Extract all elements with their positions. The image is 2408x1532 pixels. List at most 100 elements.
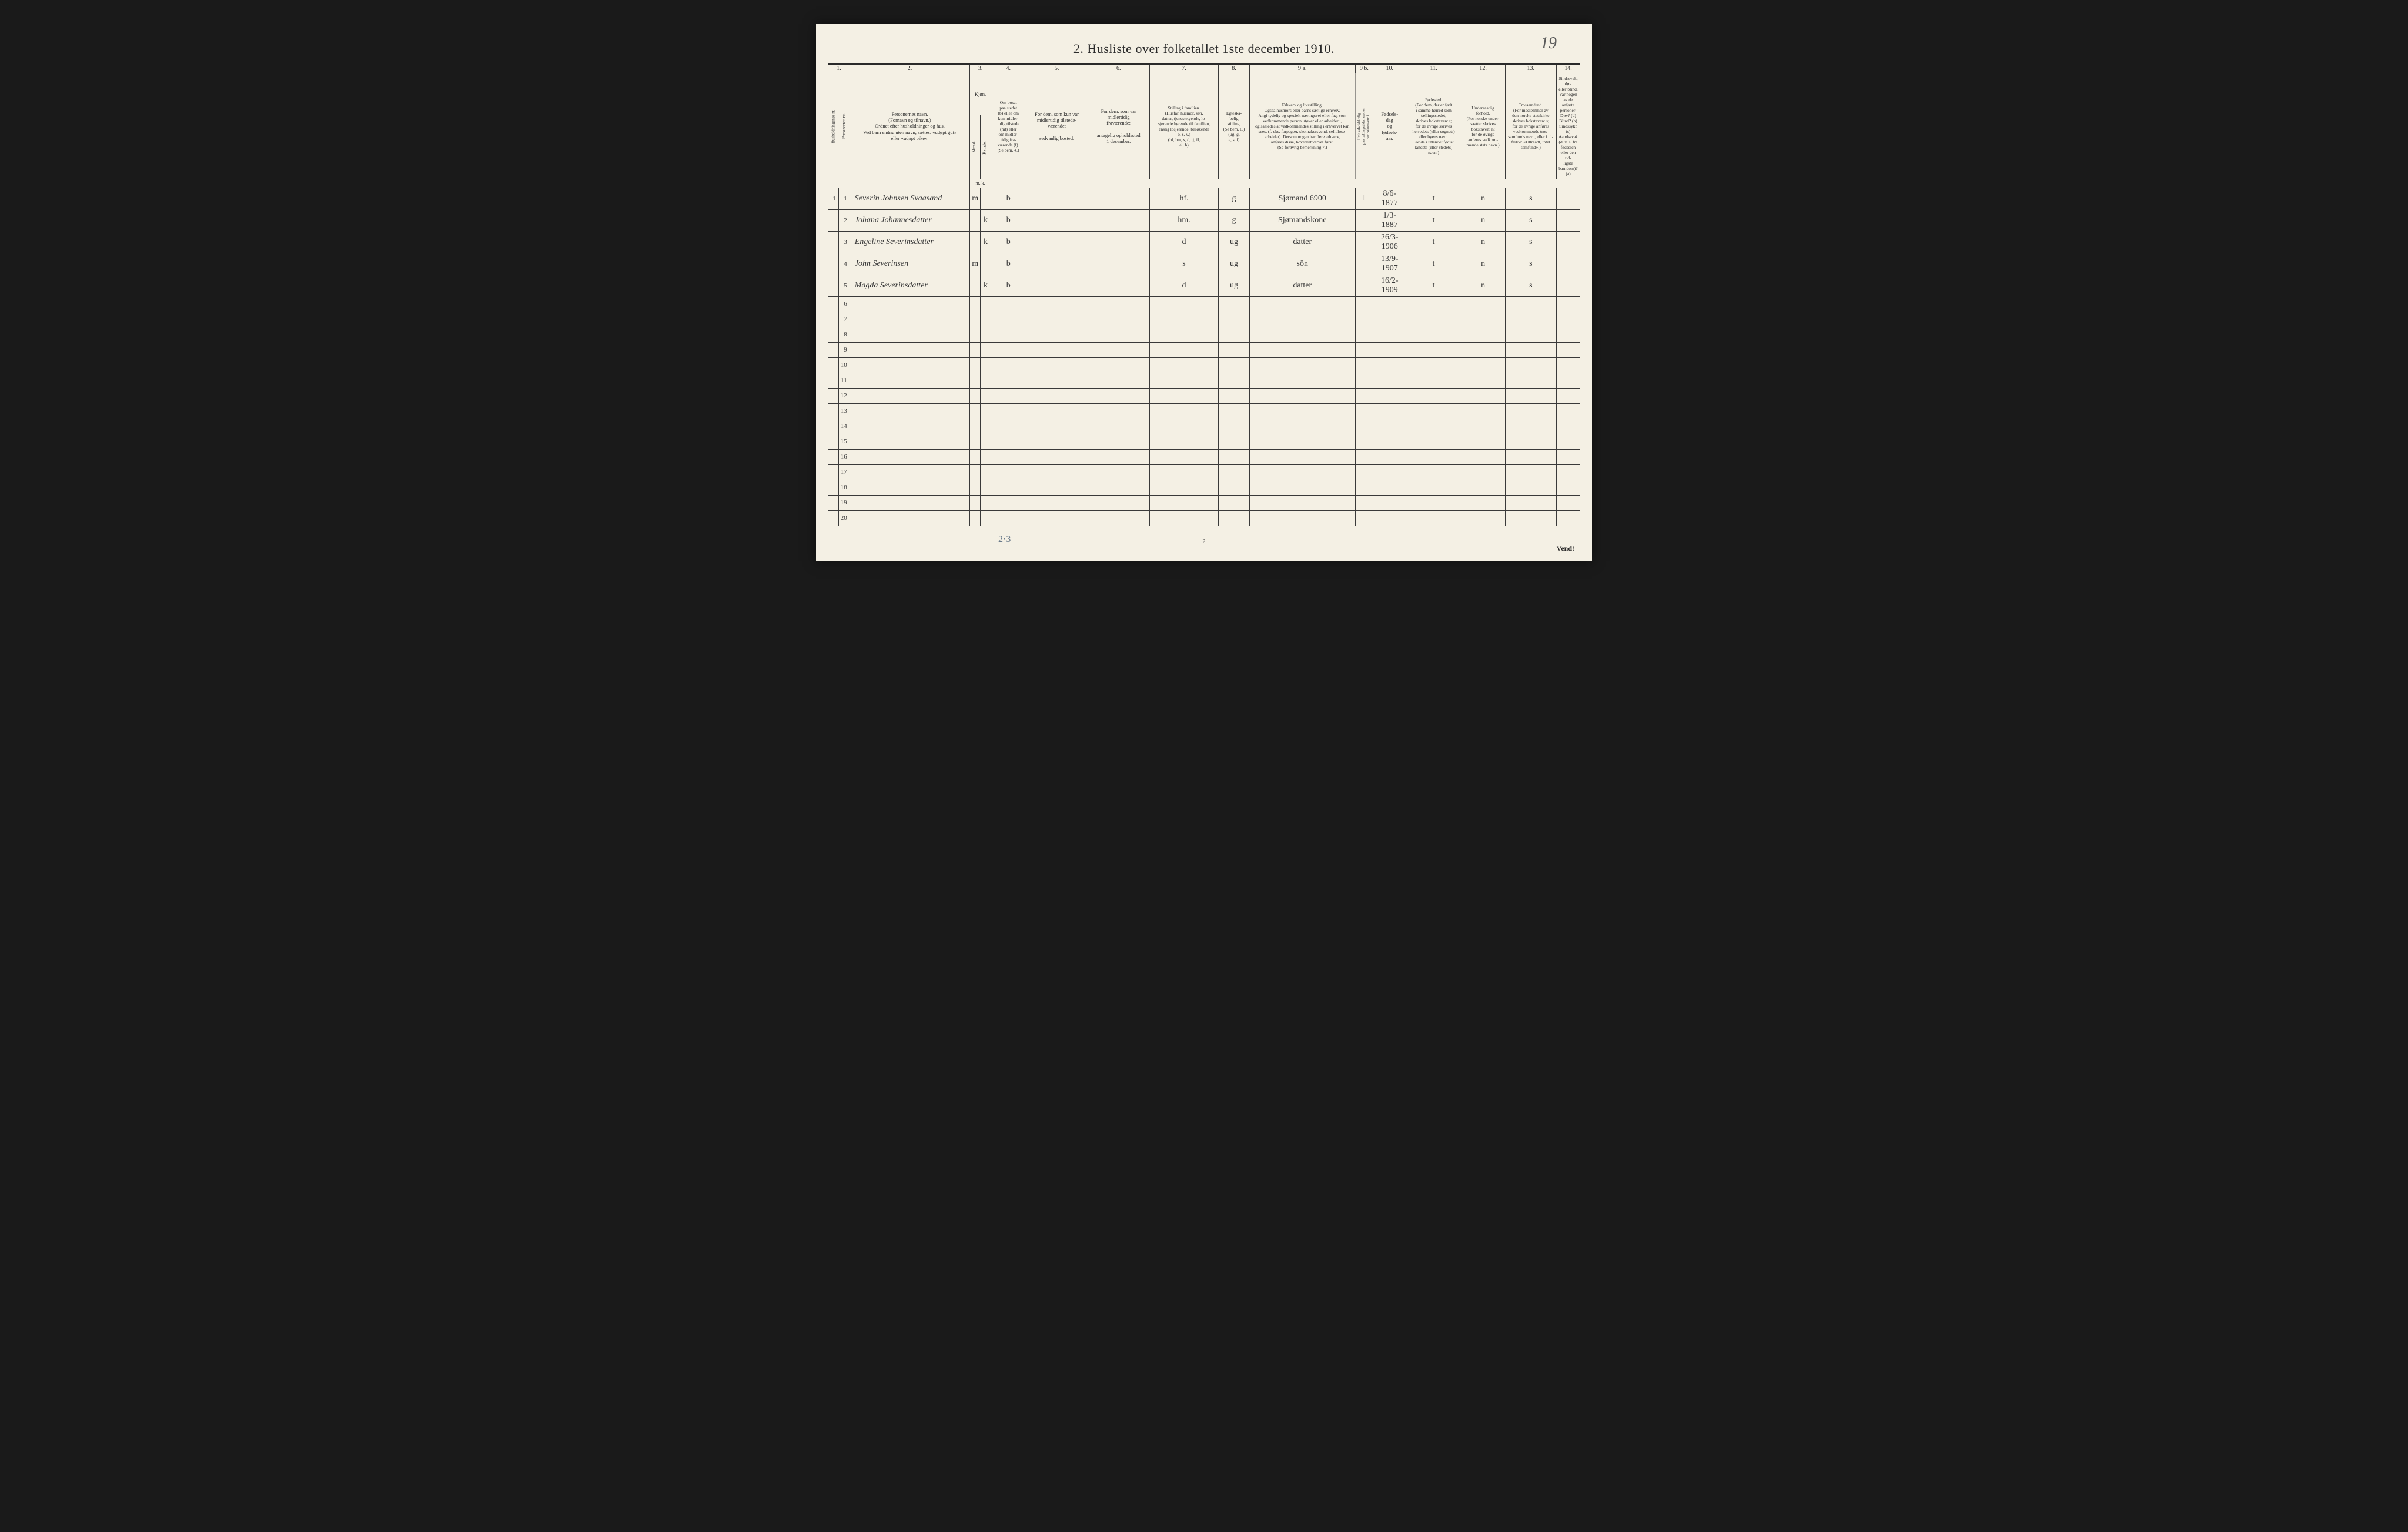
cell-c14 xyxy=(1556,480,1580,495)
cell-name: Johana Johannesdatter xyxy=(850,209,970,231)
cell-c7 xyxy=(1149,373,1218,388)
cell-c11 xyxy=(1406,403,1461,419)
cell-c12 xyxy=(1461,510,1505,526)
cell-c8 xyxy=(1219,327,1250,342)
cell-k xyxy=(981,449,991,464)
hdr-midl-fravaer: For dem, som var midlertidig fraværende:… xyxy=(1088,73,1149,179)
cell-pn: 7 xyxy=(838,312,850,327)
cell-c8 xyxy=(1219,388,1250,403)
colnum-2: 2. xyxy=(850,64,970,73)
cell-c6 xyxy=(1088,434,1149,449)
cell-c11: t xyxy=(1406,231,1461,253)
cell-c6 xyxy=(1088,357,1149,373)
cell-c12 xyxy=(1461,388,1505,403)
cell-c6 xyxy=(1088,419,1149,434)
cell-hh xyxy=(828,231,839,253)
cell-c5 xyxy=(1026,419,1088,434)
cell-hh xyxy=(828,253,839,275)
cell-c7: hf. xyxy=(1149,188,1218,209)
cell-c14 xyxy=(1556,434,1580,449)
cell-c9b xyxy=(1355,253,1373,275)
cell-c14 xyxy=(1556,342,1580,357)
cell-c14 xyxy=(1556,403,1580,419)
cell-c9b xyxy=(1355,373,1373,388)
cell-c14 xyxy=(1556,373,1580,388)
cell-pn: 6 xyxy=(838,296,850,312)
cell-c6 xyxy=(1088,275,1149,296)
cell-c9a xyxy=(1249,342,1355,357)
cell-c14 xyxy=(1556,209,1580,231)
cell-c10 xyxy=(1373,373,1406,388)
cell-c14 xyxy=(1556,388,1580,403)
cell-c6 xyxy=(1088,296,1149,312)
cell-c6 xyxy=(1088,231,1149,253)
cell-pn: 12 xyxy=(838,388,850,403)
cell-m xyxy=(970,495,981,510)
cell-b: b xyxy=(991,253,1026,275)
cell-c14 xyxy=(1556,449,1580,464)
cell-pn: 5 xyxy=(838,275,850,296)
cell-c14 xyxy=(1556,327,1580,342)
cell-c9b xyxy=(1355,275,1373,296)
cell-c9a: sön xyxy=(1249,253,1355,275)
cell-c7 xyxy=(1149,357,1218,373)
table-row-empty: 19 xyxy=(828,495,1580,510)
cell-c9b: l xyxy=(1355,188,1373,209)
cell-name xyxy=(850,403,970,419)
cell-pn: 18 xyxy=(838,480,850,495)
cell-m: m xyxy=(970,188,981,209)
cell-c14 xyxy=(1556,510,1580,526)
cell-c9b xyxy=(1355,419,1373,434)
hdr-kjon: Kjøn. xyxy=(970,73,991,115)
cell-k xyxy=(981,327,991,342)
cell-c6 xyxy=(1088,388,1149,403)
cell-c5 xyxy=(1026,342,1088,357)
colnum-1: 1. xyxy=(828,64,850,73)
cell-c11 xyxy=(1406,495,1461,510)
table-row-empty: 17 xyxy=(828,464,1580,480)
cell-k: k xyxy=(981,275,991,296)
cell-c7 xyxy=(1149,464,1218,480)
cell-c9b xyxy=(1355,296,1373,312)
cell-c13 xyxy=(1505,312,1556,327)
cell-c13: s xyxy=(1505,209,1556,231)
hdr-stilling: Stilling i familien. (Husfar, husmor, sø… xyxy=(1149,73,1218,179)
cell-c7 xyxy=(1149,419,1218,434)
cell-c8 xyxy=(1219,312,1250,327)
colnum-5: 5. xyxy=(1026,64,1088,73)
cell-k xyxy=(981,253,991,275)
cell-c12 xyxy=(1461,312,1505,327)
cell-c13: s xyxy=(1505,188,1556,209)
cell-c11: t xyxy=(1406,209,1461,231)
cell-hh xyxy=(828,327,839,342)
colnum-13: 13. xyxy=(1505,64,1556,73)
cell-c5 xyxy=(1026,434,1088,449)
cell-c6 xyxy=(1088,464,1149,480)
cell-b xyxy=(991,419,1026,434)
cell-c9a xyxy=(1249,480,1355,495)
cell-c11 xyxy=(1406,388,1461,403)
cell-hh xyxy=(828,449,839,464)
cell-c9a xyxy=(1249,296,1355,312)
cell-c8 xyxy=(1219,296,1250,312)
cell-c12: n xyxy=(1461,231,1505,253)
cell-c9a xyxy=(1249,434,1355,449)
cell-c11 xyxy=(1406,357,1461,373)
cell-k xyxy=(981,495,991,510)
cell-c10 xyxy=(1373,510,1406,526)
colnum-9a: 9 a. xyxy=(1249,64,1355,73)
cell-c6 xyxy=(1088,480,1149,495)
cell-b xyxy=(991,510,1026,526)
table-row-empty: 7 xyxy=(828,312,1580,327)
cell-c12 xyxy=(1461,434,1505,449)
cell-c12 xyxy=(1461,403,1505,419)
cell-name xyxy=(850,342,970,357)
cell-c5 xyxy=(1026,449,1088,464)
cell-b xyxy=(991,357,1026,373)
cell-pn: 13 xyxy=(838,403,850,419)
cell-c10 xyxy=(1373,312,1406,327)
cell-pn: 3 xyxy=(838,231,850,253)
cell-c8 xyxy=(1219,342,1250,357)
cell-hh xyxy=(828,388,839,403)
cell-c6 xyxy=(1088,253,1149,275)
